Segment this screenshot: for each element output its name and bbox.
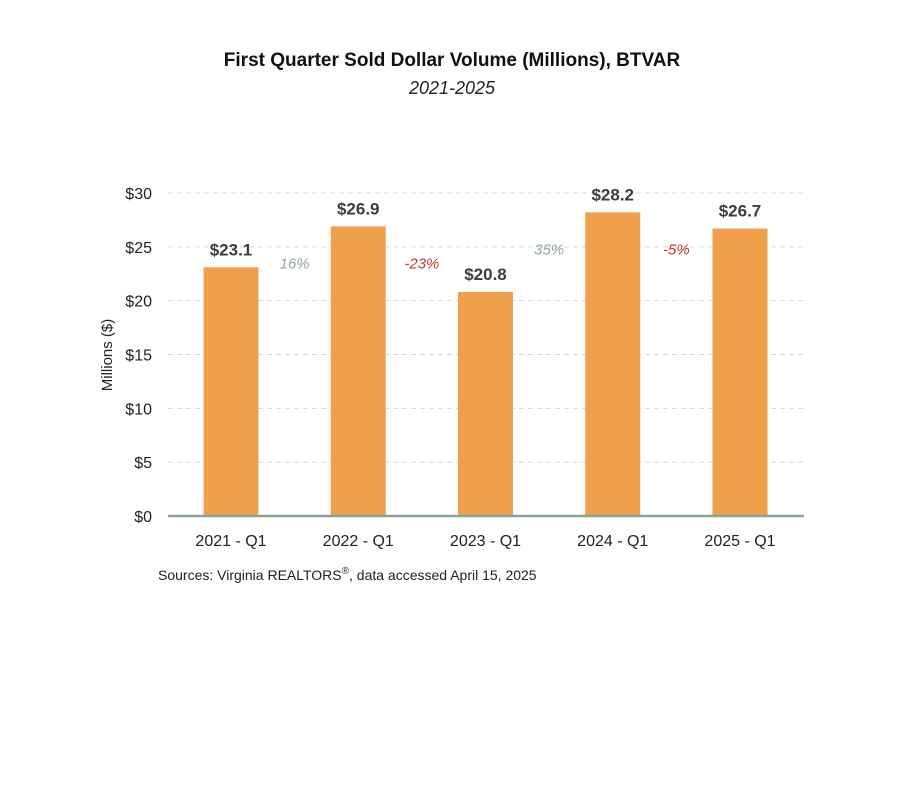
bar [330,226,386,517]
bar [203,267,259,516]
y-tick-label: $15 [125,348,152,365]
source-suffix: , data accessed April 15, 2025 [349,567,537,583]
bars [203,212,768,517]
y-tick-label: $5 [134,455,152,472]
x-tick-label: 2021 - Q1 [195,533,266,550]
bar [585,212,641,516]
chart-subtitle: 2021-2025 [408,78,496,98]
bar-value-label: $26.7 [719,202,762,221]
y-tick-label: $20 [125,294,152,311]
change-annotations: 16% -23% 35% -5% [280,241,690,272]
chart-title: First Quarter Sold Dollar Volume (Millio… [224,50,681,71]
y-axis-label: Millions ($) [99,319,116,392]
bar-value-label: $23.1 [210,240,253,259]
x-tick-labels: 2021 - Q1 2022 - Q1 2023 - Q1 2024 - Q1 2025… [195,533,775,550]
change-annotation: -23% [404,255,439,272]
bar-value-label: $26.9 [337,199,380,218]
change-annotation: -5% [663,241,690,258]
registered-mark: ® [342,566,350,577]
y-tick-label: $25 [125,240,152,257]
source-prefix: Sources: Virginia REALTORS [158,567,342,583]
x-tick-label: 2022 - Q1 [323,533,394,550]
bar-value-label: $28.2 [591,185,634,204]
data-labels: $23.1 $26.9 $20.8 $28.2 $26.7 [210,185,762,284]
source-note: Sources: Virginia REALTORS®, data access… [158,566,537,583]
y-tick-label: $10 [125,401,152,418]
y-tick-labels: $0 $5 $10 $15 $20 $25 $30 [125,186,152,526]
x-tick-label: 2023 - Q1 [450,533,521,550]
y-tick-label: $30 [125,186,152,203]
bar [712,228,768,516]
change-annotation: 16% [280,255,310,272]
change-annotation: 35% [534,241,564,258]
y-tick-label: $0 [134,509,152,526]
bar-value-label: $20.8 [464,265,507,284]
bar [458,292,513,516]
x-tick-label: 2025 - Q1 [704,533,775,550]
x-tick-label: 2024 - Q1 [577,533,648,550]
